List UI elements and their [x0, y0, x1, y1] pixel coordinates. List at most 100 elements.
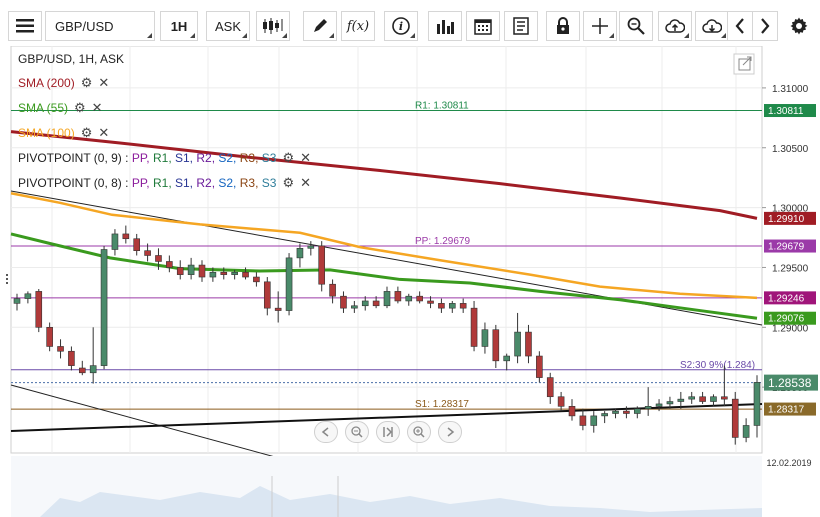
price-tag-label: 1.28317 — [768, 405, 805, 416]
dropdown-corner-icon — [684, 33, 689, 38]
crosshair-button[interactable] — [583, 11, 617, 41]
y-tick-label: 1.30500 — [772, 144, 809, 155]
candle-body — [710, 396, 717, 402]
candle-body — [285, 257, 293, 311]
timeframe-selector[interactable]: 1H — [160, 11, 198, 41]
settings-button[interactable] — [784, 11, 814, 41]
chart-type-button[interactable] — [256, 11, 290, 41]
calendar-icon — [474, 19, 492, 35]
drag-handle-icon[interactable] — [6, 274, 8, 284]
reset-button[interactable] — [376, 421, 400, 443]
candle-body — [296, 248, 304, 259]
pivot-item: S1, — [175, 176, 197, 190]
candle-body — [329, 283, 336, 297]
price-tags: 1.30811 1.29910 1.29679 1.29246 1.29076 1.285… — [764, 104, 818, 416]
pivot-separator: : — [125, 176, 129, 190]
zoom-out-button[interactable] — [345, 421, 369, 443]
candle-body — [427, 300, 434, 304]
price-type-selector[interactable]: ASK — [206, 11, 250, 41]
calendar-button[interactable] — [466, 11, 500, 41]
document-button[interactable] — [504, 11, 538, 41]
pivot-item: S2, — [218, 151, 240, 165]
chevron-right-icon — [761, 18, 770, 34]
y-tick-label: 1.29000 — [772, 323, 809, 334]
close-icon[interactable]: ✕ — [98, 125, 110, 140]
volume-button[interactable] — [428, 11, 462, 41]
candle-body — [89, 365, 97, 374]
candle-body — [68, 350, 75, 366]
candle-body — [448, 303, 456, 309]
reset-icon — [383, 427, 393, 437]
candle-body — [459, 303, 467, 309]
sma55-label: SMA (55) — [18, 101, 69, 115]
lock-button[interactable] — [546, 11, 580, 41]
zoom-in-icon — [413, 426, 425, 438]
candle-body — [557, 396, 565, 407]
candle-body — [187, 264, 195, 275]
scroll-right-button[interactable] — [752, 11, 778, 41]
pivot-item: S3 — [261, 176, 277, 190]
chart-title: GBP/USD, 1H, ASK — [18, 50, 124, 68]
candle-body — [590, 415, 598, 426]
scroll-forward-button[interactable] — [438, 421, 462, 443]
next-icon — [447, 427, 455, 437]
close-icon[interactable]: ✕ — [300, 150, 311, 165]
menu-button[interactable] — [8, 11, 42, 41]
upload-button[interactable] — [658, 11, 692, 41]
candle-body — [13, 298, 21, 304]
close-icon[interactable]: ✕ — [300, 175, 311, 190]
close-icon[interactable]: ✕ — [98, 75, 110, 90]
dropdown-corner-icon — [721, 33, 726, 38]
pivot-item: S3 — [261, 151, 277, 165]
candle-body — [481, 329, 489, 347]
pivot-item: S2, — [218, 176, 240, 190]
download-cloud-icon — [702, 19, 722, 33]
download-button[interactable] — [695, 11, 729, 41]
dropdown-corner-icon — [410, 33, 415, 38]
gear-icon[interactable]: ⚙ — [74, 100, 86, 115]
pivot-item: S1, — [175, 151, 197, 165]
price-chart[interactable]: 1.31000 1.30500 1.30000 1.29500 1.29000 1.285… — [0, 46, 820, 517]
legend-sma100: SMA (100) ⚙ ✕ — [18, 124, 109, 142]
candle-body — [579, 415, 587, 426]
candle-body — [688, 396, 696, 400]
popout-icon[interactable] — [733, 53, 755, 75]
candle-body — [405, 295, 413, 302]
candle-body — [644, 406, 652, 410]
candle-body — [536, 355, 543, 378]
candle-body — [231, 271, 238, 275]
pivot9-label: PIVOTPOINT (0, 9) — [18, 151, 122, 165]
gear-icon[interactable]: ⚙ — [282, 175, 295, 190]
info-button[interactable]: i — [384, 11, 418, 41]
candle-body — [623, 410, 630, 414]
pivot-item: R2, — [196, 176, 219, 190]
candle-body — [351, 305, 358, 309]
document-icon — [513, 17, 529, 35]
price-tag-label: 1.30811 — [768, 106, 804, 117]
chevron-left-icon — [735, 18, 744, 34]
candle-body — [263, 281, 271, 309]
chart-title-text: GBP/USD, 1H, ASK — [18, 52, 125, 66]
scroll-left-button[interactable] — [727, 11, 753, 41]
zoom-button[interactable] — [619, 11, 653, 41]
close-icon[interactable]: ✕ — [91, 100, 103, 115]
zoom-in-button[interactable] — [407, 421, 431, 443]
candle-body — [220, 271, 228, 275]
pen-icon — [314, 19, 327, 32]
sma55-line — [10, 232, 758, 320]
zoom-icon — [627, 17, 645, 35]
toolbar: GBP/USD 1H ASK f(x) i — [0, 0, 820, 46]
pivot-items: PP, R1, S1, R2, S2, R3, S3 — [132, 149, 277, 167]
candle-body — [514, 331, 521, 357]
candle-body — [361, 300, 369, 307]
timeframe-label: 1H — [170, 18, 188, 34]
gear-icon[interactable]: ⚙ — [80, 125, 93, 140]
symbol-selector[interactable]: GBP/USD — [45, 11, 155, 41]
indicator-button[interactable]: f(x) — [341, 11, 375, 41]
gear-icon[interactable]: ⚙ — [80, 75, 93, 90]
plot-area — [10, 46, 763, 454]
draw-button[interactable] — [303, 11, 337, 41]
gear-icon[interactable]: ⚙ — [282, 150, 295, 165]
scroll-back-button[interactable] — [314, 421, 338, 443]
price-tag-bg — [764, 291, 816, 305]
